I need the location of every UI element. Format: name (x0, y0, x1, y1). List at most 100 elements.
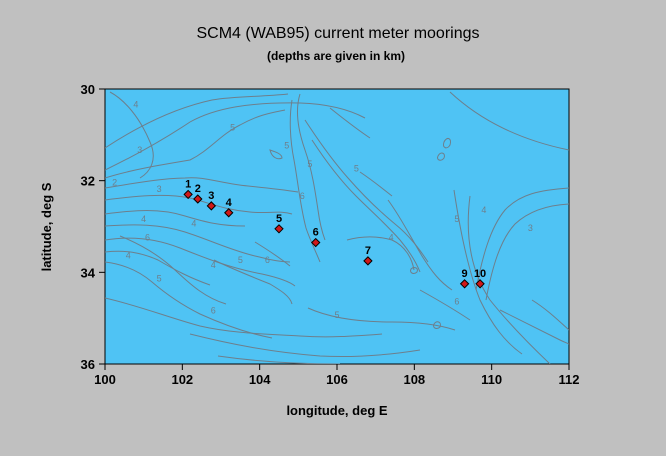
contour-depth-label: 4 (389, 232, 394, 242)
mooring-label: 4 (226, 197, 233, 209)
mooring-marker (193, 194, 203, 204)
contour-line (105, 210, 246, 227)
contour-line (105, 102, 366, 171)
x-tick-label: 102 (171, 372, 193, 387)
contour-line (346, 236, 415, 271)
contour-line (105, 224, 291, 263)
contour-depth-label: 4 (191, 219, 196, 229)
x-tick-label: 106 (326, 372, 348, 387)
mooring-label: 6 (313, 227, 319, 239)
contour-depth-label: 4 (126, 251, 131, 261)
mooring-marker (224, 208, 234, 218)
depth-contours (105, 91, 569, 364)
contour-depth-label: 5 (284, 141, 289, 151)
contour-line (105, 250, 211, 286)
contour-line (304, 119, 429, 263)
contour-depth-label: 5 (454, 214, 459, 224)
mooring-marker (183, 189, 193, 200)
contour-line (119, 235, 227, 305)
contour-depth-label: 5 (334, 310, 339, 320)
contour-line (105, 297, 383, 338)
contour-line (329, 107, 371, 139)
contour-depth-label: 5 (354, 164, 359, 174)
contour-line (311, 139, 421, 273)
x-tick-label: 110 (481, 372, 502, 387)
mooring-marker (363, 256, 373, 266)
contour-depth-label: 6 (211, 306, 216, 316)
contour-line (269, 149, 283, 160)
contour-depth-label: 4 (211, 260, 216, 270)
mooring-marker (311, 237, 321, 248)
contour-line (297, 93, 326, 241)
mooring-marker (274, 224, 284, 234)
y-axis-label: latitude, deg S (39, 182, 54, 271)
contour-line (109, 91, 154, 179)
contour-depth-label: 4 (133, 99, 138, 109)
x-axis-label: longitude, deg E (286, 403, 387, 418)
contour-depth-label: 3 (157, 184, 162, 194)
mooring-label: 1 (185, 178, 191, 190)
contour-depth-label: 5 (230, 122, 235, 132)
mooring-label: 9 (462, 268, 468, 280)
contour-depth-label: 4 (141, 214, 146, 224)
mooring-label: 2 (195, 183, 201, 195)
contour-line (105, 93, 289, 149)
x-axis-ticks: 100 102 104 106 108 110 112 (94, 364, 579, 387)
y-tick-label: 30 (81, 82, 95, 97)
contour-depth-label: 6 (145, 232, 150, 242)
contour-line (254, 241, 291, 267)
contour-depth-label: 5 (307, 159, 312, 169)
contour-line (453, 189, 523, 355)
contour-line (289, 99, 321, 263)
contour-line (437, 152, 445, 161)
mooring-label: 10 (474, 268, 486, 280)
ocean-area (104, 88, 570, 365)
contour-line (443, 137, 451, 149)
contour-line (467, 195, 551, 364)
contour-line (105, 237, 296, 287)
x-tick-label: 108 (403, 372, 425, 387)
contour-depth-label: 2 (112, 177, 117, 187)
figure-title: SCM4 (WAB95) current meter moorings (196, 25, 479, 42)
x-tick-label: 104 (249, 372, 271, 387)
contour-line (105, 261, 273, 339)
contour-depth-label: 5 (238, 255, 243, 265)
mooring-marker (475, 279, 485, 289)
contour-line (105, 109, 286, 179)
contour-depth-label: 6 (454, 296, 459, 306)
contour-line (433, 321, 441, 329)
contour-depth-label: 6 (265, 255, 270, 265)
x-tick-label: 100 (94, 372, 116, 387)
contour-line (499, 309, 569, 345)
contour-line (105, 177, 299, 193)
mooring-label: 3 (208, 190, 214, 202)
contour-line (531, 299, 569, 331)
y-axis-ticks: 30 32 34 36 (81, 82, 105, 372)
y-tick-label: 36 (81, 357, 95, 372)
contour-depth-label: 4 (481, 205, 486, 215)
contour-line (213, 259, 293, 305)
mooring-marker (459, 279, 470, 289)
y-tick-label: 32 (81, 174, 95, 189)
figure-subtitle: (depths are given in km) (267, 49, 405, 63)
x-tick-label: 112 (559, 372, 580, 387)
contour-line (387, 199, 453, 291)
mooring-label: 7 (365, 245, 371, 257)
contour-line (217, 355, 341, 364)
contour-line (410, 267, 418, 274)
y-tick-label: 34 (81, 265, 96, 280)
contour-line (359, 171, 393, 197)
contour-depth-label: 6 (300, 191, 305, 201)
contour-depth-label: 3 (137, 145, 142, 155)
contour-line (449, 91, 569, 151)
contour-line (485, 203, 569, 301)
contour-line (189, 333, 421, 358)
contour-line (475, 187, 569, 291)
mooring-marker (206, 201, 217, 211)
contour-line (419, 289, 471, 321)
